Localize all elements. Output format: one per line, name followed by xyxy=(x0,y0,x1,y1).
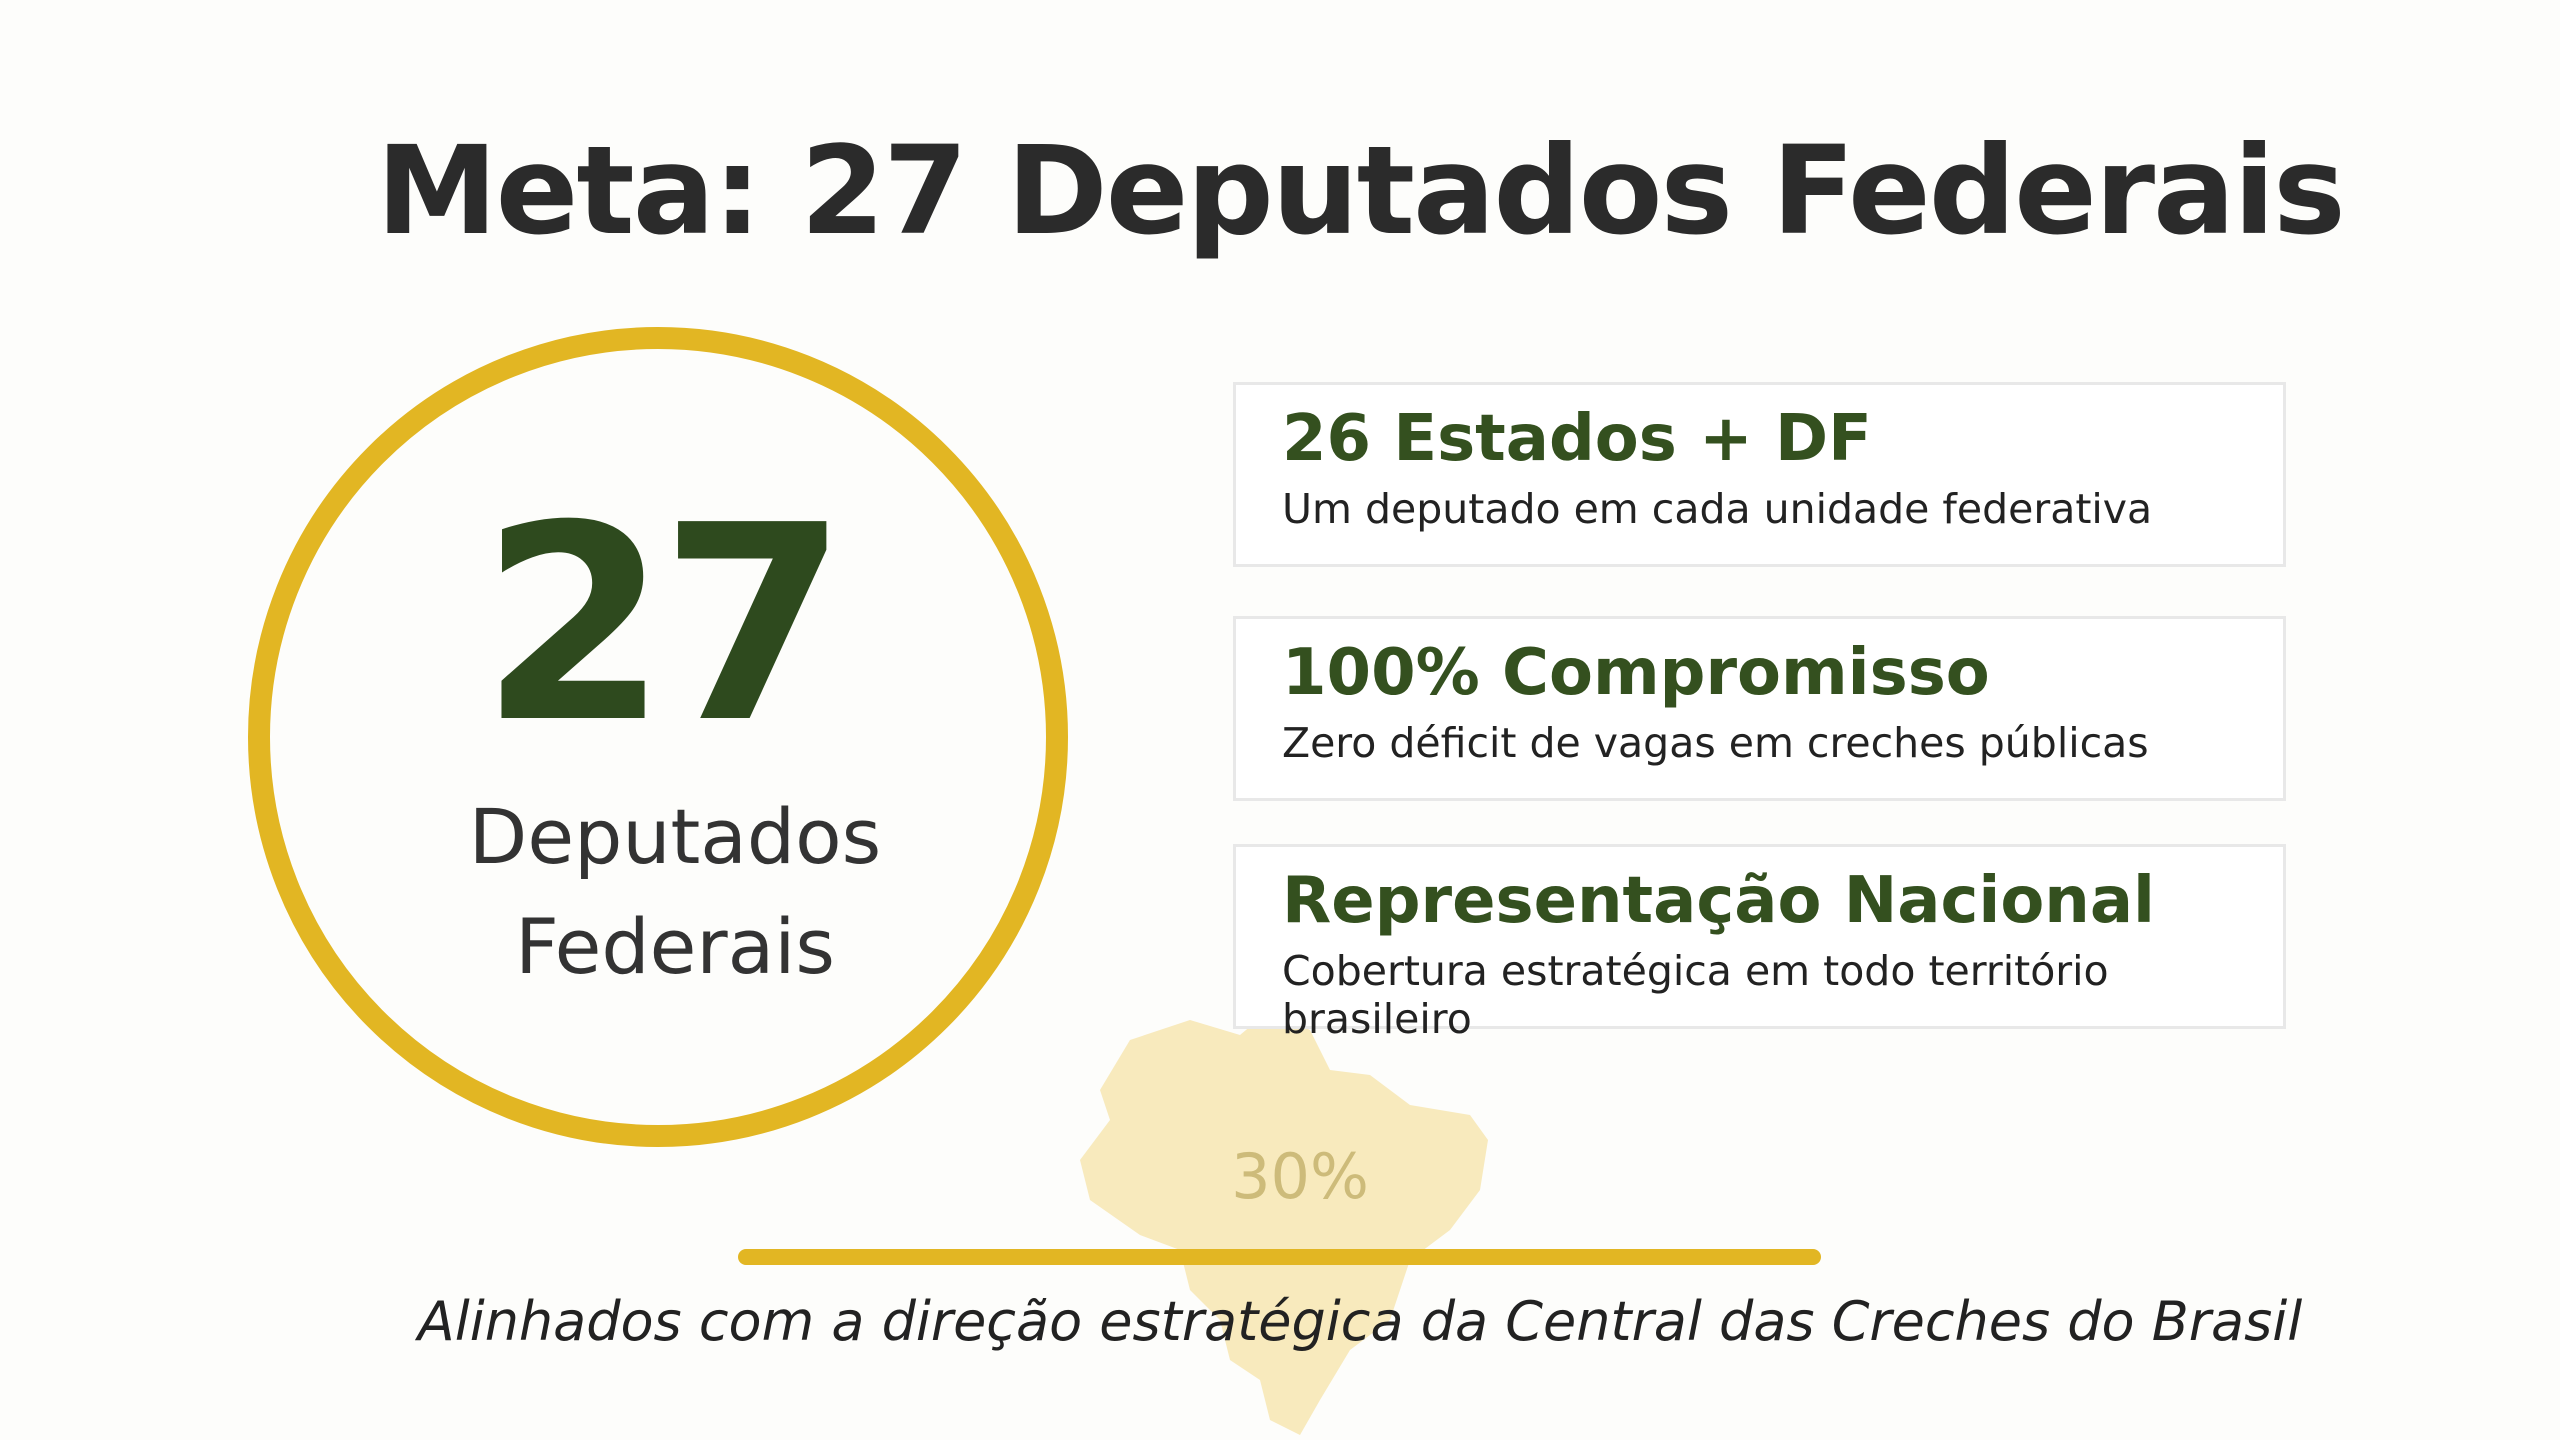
card-title: 26 Estados + DF xyxy=(1282,402,1872,476)
card-subtitle: Um deputado em cada unidade federativa xyxy=(1282,484,2153,533)
map-label: 30% xyxy=(1231,1140,1369,1213)
big-number: 27 xyxy=(480,467,848,782)
ring-label: Federais xyxy=(515,902,835,991)
card-subtitle: Cobertura estratégica em todo território… xyxy=(1282,946,2109,1043)
card-title: Representação Nacional xyxy=(1282,864,2155,938)
card-subtitle: Zero déficit de vagas em creches pública… xyxy=(1282,718,2149,767)
footer: Alinhados com a direção estratégica da C… xyxy=(417,1290,2303,1353)
card: 26 Estados + DF Um deputado em cada unid… xyxy=(1233,382,2286,567)
title: Meta: 27 Deputados Federais xyxy=(376,120,2346,262)
card: Representação Nacional Cobertura estraté… xyxy=(1233,844,2286,1043)
divider xyxy=(738,1249,1821,1265)
ring-label: Deputados xyxy=(468,792,882,881)
brazil-map xyxy=(1080,1010,1488,1435)
card-title: 100% Compromisso xyxy=(1282,636,1990,710)
card: 100% Compromisso Zero déficit de vagas e… xyxy=(1233,616,2286,801)
